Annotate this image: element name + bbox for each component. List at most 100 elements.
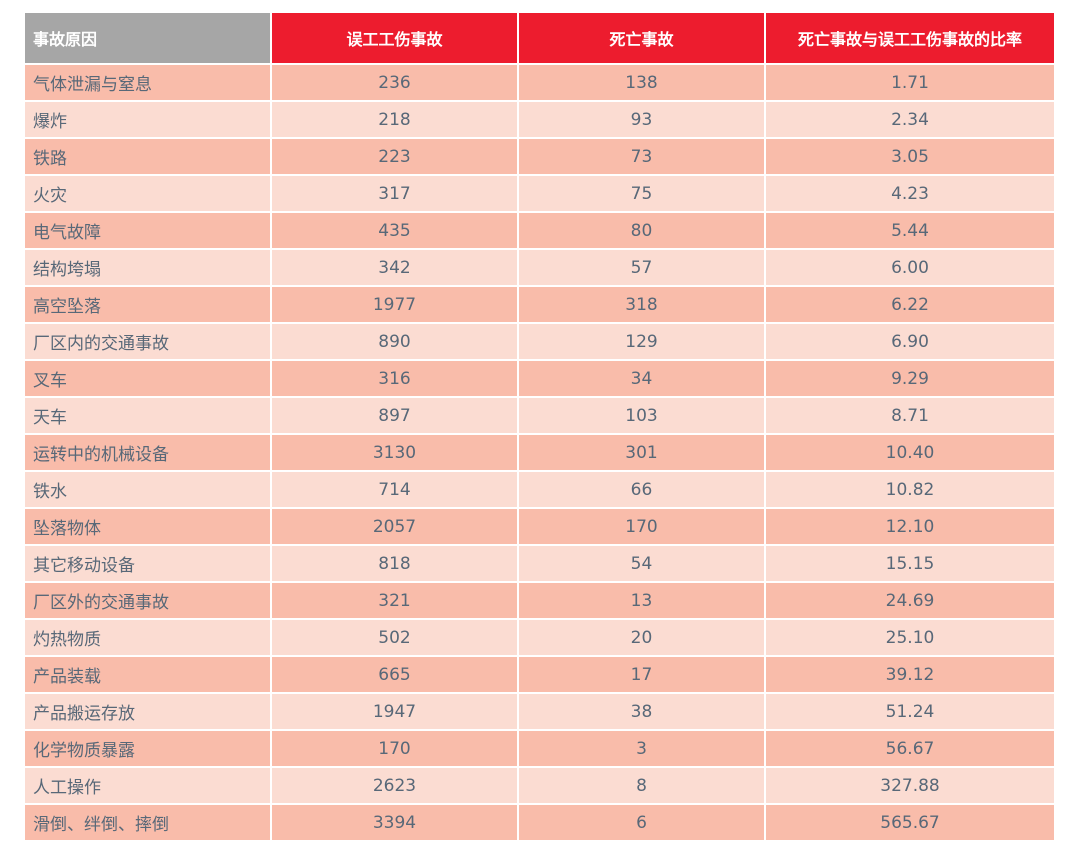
table-cell: 叉车 bbox=[25, 360, 272, 398]
table-cell: 502 bbox=[271, 619, 519, 657]
table-cell: 301 bbox=[518, 434, 766, 472]
table-cell: 高空坠落 bbox=[25, 286, 272, 324]
table-cell: 厂区内的交通事故 bbox=[25, 323, 272, 361]
table-row: 其它移动设备 818 54 15.15 bbox=[25, 545, 1056, 583]
table-cell: 厂区外的交通事故 bbox=[25, 582, 272, 620]
table-cell: 3130 bbox=[271, 434, 519, 472]
table-cell: 24.69 bbox=[765, 582, 1056, 620]
table-row: 气体泄漏与窒息 236 138 1.71 bbox=[25, 64, 1056, 102]
table-cell: 火灾 bbox=[25, 175, 272, 213]
table-cell: 223 bbox=[271, 138, 519, 176]
table-cell: 665 bbox=[271, 656, 519, 694]
table-cell: 818 bbox=[271, 545, 519, 583]
table-row: 火灾 317 75 4.23 bbox=[25, 175, 1056, 213]
table-cell: 坠落物体 bbox=[25, 508, 272, 546]
table-row: 产品装载 665 17 39.12 bbox=[25, 656, 1056, 694]
table-row: 结构垮塌 342 57 6.00 bbox=[25, 249, 1056, 287]
table-cell: 80 bbox=[518, 212, 766, 250]
table-cell: 321 bbox=[271, 582, 519, 620]
table: 事故原因 误工工伤事故 死亡事故 死亡事故与误工工伤事故的比率 气体泄漏与窒息 236 1… bbox=[25, 13, 1056, 842]
table-cell: 15.15 bbox=[765, 545, 1056, 583]
table-row: 高空坠落 1977 318 6.22 bbox=[25, 286, 1056, 324]
table-cell: 38 bbox=[518, 693, 766, 731]
table-body: 气体泄漏与窒息 236 138 1.71 爆炸 218 93 2.34 铁路 223 73 3.05 火… bbox=[25, 64, 1056, 842]
table-row: 灼热物质 502 20 25.10 bbox=[25, 619, 1056, 657]
table-cell: 54 bbox=[518, 545, 766, 583]
table-cell: 890 bbox=[271, 323, 519, 361]
table-row: 坠落物体 2057 170 12.10 bbox=[25, 508, 1056, 546]
table-row: 厂区外的交通事故 321 13 24.69 bbox=[25, 582, 1056, 620]
table-cell: 129 bbox=[518, 323, 766, 361]
table-cell: 铁路 bbox=[25, 138, 272, 176]
table-cell: 天车 bbox=[25, 397, 272, 435]
table-cell: 6.00 bbox=[765, 249, 1056, 287]
table-cell: 13 bbox=[518, 582, 766, 620]
table-cell: 结构垮塌 bbox=[25, 249, 272, 287]
table-cell: 34 bbox=[518, 360, 766, 398]
table-cell: 6.90 bbox=[765, 323, 1056, 361]
table-row: 人工操作 2623 8 327.88 bbox=[25, 767, 1056, 805]
table-cell: 6.22 bbox=[765, 286, 1056, 324]
table-cell: 218 bbox=[271, 101, 519, 139]
table-cell: 57 bbox=[518, 249, 766, 287]
table-cell: 75 bbox=[518, 175, 766, 213]
table-cell: 25.10 bbox=[765, 619, 1056, 657]
header-cell: 死亡事故 bbox=[518, 13, 766, 65]
table-container: 事故原因 误工工伤事故 死亡事故 死亡事故与误工工伤事故的比率 气体泄漏与窒息 236 1… bbox=[25, 13, 1056, 842]
table-row: 产品搬运存放 1947 38 51.24 bbox=[25, 693, 1056, 731]
table-cell: 10.40 bbox=[765, 434, 1056, 472]
table-cell: 1.71 bbox=[765, 64, 1056, 102]
table-cell: 20 bbox=[518, 619, 766, 657]
table-row: 运转中的机械设备 3130 301 10.40 bbox=[25, 434, 1056, 472]
table-cell: 其它移动设备 bbox=[25, 545, 272, 583]
table-cell: 爆炸 bbox=[25, 101, 272, 139]
table-cell: 73 bbox=[518, 138, 766, 176]
table-cell: 51.24 bbox=[765, 693, 1056, 731]
table-row: 天车 897 103 8.71 bbox=[25, 397, 1056, 435]
table-cell: 170 bbox=[518, 508, 766, 546]
header-cell: 事故原因 bbox=[25, 13, 272, 65]
table-cell: 1977 bbox=[271, 286, 519, 324]
table-row: 爆炸 218 93 2.34 bbox=[25, 101, 1056, 139]
table-cell: 2623 bbox=[271, 767, 519, 805]
header-row: 事故原因 误工工伤事故 死亡事故 死亡事故与误工工伤事故的比率 bbox=[25, 13, 1056, 65]
table-cell: 317 bbox=[271, 175, 519, 213]
table-cell: 565.67 bbox=[765, 804, 1056, 842]
table-cell: 236 bbox=[271, 64, 519, 102]
table-cell: 5.44 bbox=[765, 212, 1056, 250]
table-cell: 2.34 bbox=[765, 101, 1056, 139]
table-cell: 8.71 bbox=[765, 397, 1056, 435]
table-cell: 714 bbox=[271, 471, 519, 509]
table-row: 铁路 223 73 3.05 bbox=[25, 138, 1056, 176]
table-cell: 17 bbox=[518, 656, 766, 694]
table-row: 叉车 316 34 9.29 bbox=[25, 360, 1056, 398]
table-cell: 产品搬运存放 bbox=[25, 693, 272, 731]
table-cell: 342 bbox=[271, 249, 519, 287]
table-cell: 2057 bbox=[271, 508, 519, 546]
table-cell: 灼热物质 bbox=[25, 619, 272, 657]
table-cell: 10.82 bbox=[765, 471, 1056, 509]
table-cell: 3.05 bbox=[765, 138, 1056, 176]
table-cell: 318 bbox=[518, 286, 766, 324]
table-cell: 3 bbox=[518, 730, 766, 768]
table-cell: 产品装载 bbox=[25, 656, 272, 694]
table-cell: 8 bbox=[518, 767, 766, 805]
table-cell: 9.29 bbox=[765, 360, 1056, 398]
table-cell: 93 bbox=[518, 101, 766, 139]
table-row: 化学物质暴露 170 3 56.67 bbox=[25, 730, 1056, 768]
table-cell: 327.88 bbox=[765, 767, 1056, 805]
table-cell: 56.67 bbox=[765, 730, 1056, 768]
table-cell: 电气故障 bbox=[25, 212, 272, 250]
table-cell: 39.12 bbox=[765, 656, 1056, 694]
table-cell: 12.10 bbox=[765, 508, 1056, 546]
header-cell: 死亡事故与误工工伤事故的比率 bbox=[765, 13, 1056, 65]
table-cell: 1947 bbox=[271, 693, 519, 731]
table-cell: 运转中的机械设备 bbox=[25, 434, 272, 472]
table-row: 滑倒、绊倒、摔倒 3394 6 565.67 bbox=[25, 804, 1056, 842]
table-cell: 66 bbox=[518, 471, 766, 509]
table-cell: 316 bbox=[271, 360, 519, 398]
table-cell: 铁水 bbox=[25, 471, 272, 509]
table-cell: 人工操作 bbox=[25, 767, 272, 805]
table-row: 厂区内的交通事故 890 129 6.90 bbox=[25, 323, 1056, 361]
